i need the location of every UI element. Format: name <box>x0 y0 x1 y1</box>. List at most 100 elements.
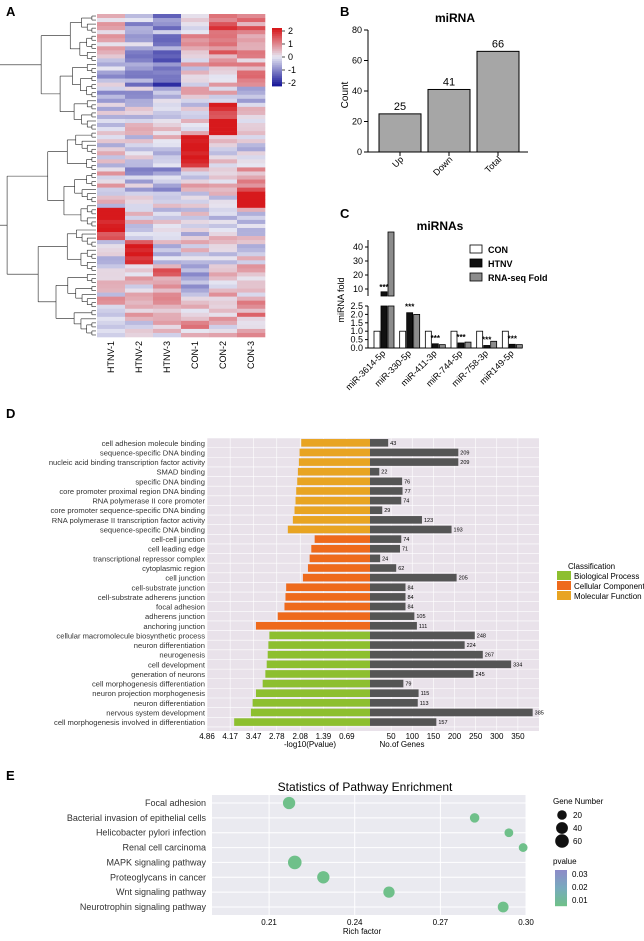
heatmap-cell <box>153 264 182 269</box>
heatmap-cell <box>97 215 126 221</box>
chart-c-title: miRNAs <box>417 219 464 233</box>
heatmap-cell <box>209 26 238 31</box>
heatmap-cell <box>153 312 182 318</box>
chart-d-genes-label: 385 <box>535 710 544 716</box>
heatmap-cell <box>97 171 126 176</box>
heatmap-cell <box>97 66 126 71</box>
heatmap-cell <box>181 324 210 330</box>
panel-label-d: D <box>6 406 15 421</box>
chart-c-bar <box>431 343 439 349</box>
heatmap-cell <box>237 252 266 257</box>
heatmap-cell <box>125 252 154 257</box>
chart-b-y-tick-label: 40 <box>352 86 362 96</box>
heatmap-cell <box>97 58 126 63</box>
heatmap-cell <box>209 159 238 164</box>
colorbar-segment <box>272 49 282 52</box>
chart-e-color-legend-segment <box>555 892 567 895</box>
heatmap-cell <box>181 240 210 245</box>
heatmap-cell <box>181 66 210 71</box>
heatmap-cell <box>153 187 182 192</box>
heatmap-cell <box>97 22 126 27</box>
heatmap-cell <box>181 54 210 59</box>
colorbar-segment <box>272 33 282 37</box>
chart-d-pvalue-bar <box>294 506 370 515</box>
heatmap-cell <box>125 66 154 71</box>
chart-d-genes-label: 209 <box>460 450 469 456</box>
chart-e-category-label: Focal adhesion <box>145 798 206 808</box>
chart-c-bar <box>380 291 388 297</box>
chart-d-term-label: specific DNA binding <box>135 477 205 486</box>
chart-e-x-tick-label: 0.21 <box>261 918 277 927</box>
heatmap-cell <box>97 74 126 79</box>
chart-b-bar <box>476 50 520 153</box>
heatmap-cell <box>209 70 238 75</box>
chart-c-bar <box>413 313 421 349</box>
chart-c-bar <box>457 342 465 349</box>
chart-c-significance: *** <box>431 334 441 343</box>
heatmap-column-label: HTNV-1 <box>106 341 116 373</box>
chart-e-color-legend-segment <box>555 883 567 886</box>
chart-d-genes-label: 224 <box>467 643 476 649</box>
chart-b-y-ticks: 0 20 40 60 80 <box>352 25 368 157</box>
chart-c-legend-swatch <box>469 244 483 254</box>
heatmap-cell <box>181 215 210 221</box>
heatmap-cell <box>209 151 238 156</box>
chart-c-bar <box>464 341 472 349</box>
panel-label-c: C <box>340 206 350 221</box>
heatmap-cell <box>153 50 182 55</box>
heatmap-cell <box>153 175 182 180</box>
heatmap-column-labels: HTNV-1 HTNV-2 HTNV-3 CON-1 CON-2 CON-3 <box>106 341 256 373</box>
heatmap-cell <box>153 90 182 96</box>
heatmap-cell <box>237 183 266 188</box>
heatmap-cell <box>97 46 126 51</box>
chart-d-right-tick-label: 200 <box>448 732 462 741</box>
chart-d-bars: 43 cell adhesion molecule binding 209 seque… <box>49 439 544 727</box>
heatmap-cell <box>181 151 210 156</box>
chart-d-genes-label: 29 <box>384 508 390 514</box>
heatmap-cell <box>125 22 154 27</box>
chart-d-genes-label: 43 <box>390 441 396 447</box>
chart-e-size-legend-label: 60 <box>573 837 582 846</box>
chart-b-y-tick-label: 80 <box>352 25 362 35</box>
heatmap-cell <box>237 215 266 221</box>
heatmap-cell <box>181 223 210 229</box>
chart-e-size-legend-dot <box>555 834 569 848</box>
heatmap-cell <box>209 187 238 192</box>
heatmap-cell <box>237 74 266 79</box>
heatmap-cell <box>97 143 126 148</box>
heatmap-cell <box>97 264 126 269</box>
heatmap-cell <box>125 207 154 213</box>
chart-d-term-label: core promoter sequence-specific DNA bind… <box>51 506 206 515</box>
heatmap-cell <box>237 175 266 180</box>
chart-e-point <box>469 813 480 823</box>
heatmap-cell <box>209 312 238 318</box>
heatmap-cell <box>181 328 210 334</box>
heatmap-cell <box>237 332 266 338</box>
heatmap-cell <box>237 151 266 156</box>
mirna-count-chart: miRNA Count 0 20 40 60 80 25 Up 41 Down 66 Total <box>340 11 528 178</box>
heatmap-cell <box>97 18 126 23</box>
heatmap-cell <box>209 143 238 148</box>
heatmap-cell <box>97 183 126 188</box>
chart-d-pvalue-bar <box>309 554 370 563</box>
colorbar-segment <box>272 31 282 35</box>
heatmap-cell <box>209 264 238 269</box>
heatmap-cell <box>153 30 182 35</box>
heatmap-cell <box>237 50 266 55</box>
heatmap-cell <box>153 155 182 160</box>
chart-e-color-legend-segment <box>555 879 567 881</box>
chart-e-x-tick-label: 0.30 <box>518 918 534 927</box>
chart-d-right-tick-label: 250 <box>469 732 483 741</box>
heatmap-cell <box>125 268 154 273</box>
heatmap-cell <box>125 46 154 51</box>
heatmap-cell <box>237 199 266 205</box>
heatmap-cell <box>153 280 182 285</box>
heatmap-cell <box>97 98 126 104</box>
heatmap-cell <box>209 46 238 51</box>
heatmap-cell <box>153 110 182 116</box>
colorbar-segment <box>272 41 282 44</box>
chart-d-genes-bar <box>370 718 437 726</box>
heatmap-cell <box>209 106 238 112</box>
heatmap-cell <box>125 42 154 47</box>
heatmap-cell <box>237 232 266 237</box>
